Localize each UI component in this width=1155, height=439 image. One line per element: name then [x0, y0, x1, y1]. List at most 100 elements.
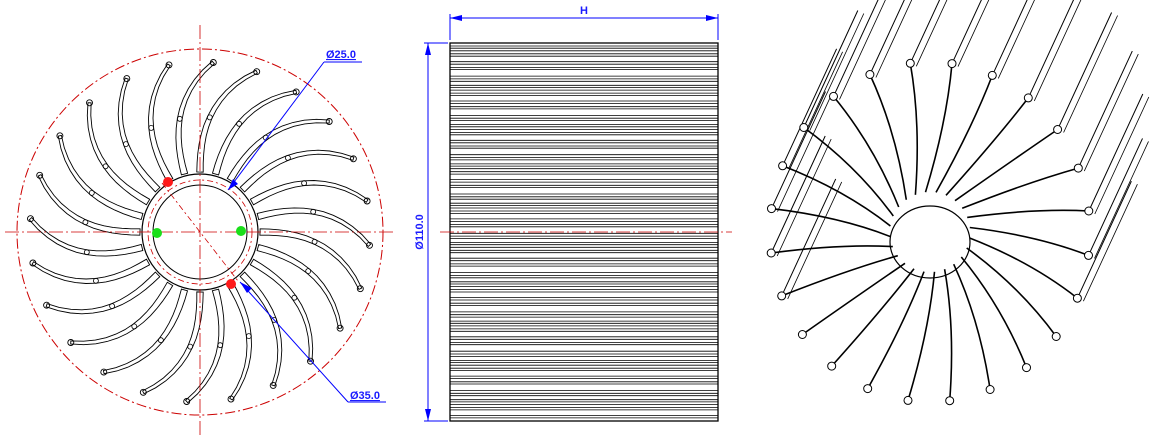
front-fin-tip [36, 171, 44, 179]
iso-fin-edge [1077, 50, 1133, 169]
iso-fin-edge [991, 0, 1028, 76]
front-fin-tip [253, 68, 261, 76]
dimension-diameter-110: Ø110.0 [414, 42, 448, 422]
iso-fin-edge [1027, 0, 1075, 99]
front-fin-hook [187, 343, 194, 350]
side-view: H Ø110.0 [414, 5, 732, 422]
iso-fin-tip [945, 396, 955, 406]
iso-fin-tip [865, 70, 875, 79]
front-fin [256, 207, 372, 248]
front-fin [226, 281, 252, 401]
front-fin-hook [148, 125, 155, 131]
iso-fin-front [961, 167, 1079, 210]
front-fin-hook [291, 294, 298, 301]
iso-fin-tip [1053, 125, 1063, 134]
iso-fin-tip [1084, 206, 1094, 216]
label-diameter-110: Ø110.0 [414, 214, 426, 249]
iso-fin-tip [799, 123, 809, 132]
front-fin-tip [363, 197, 371, 205]
iso-fin-edge [875, 0, 913, 78]
front-fin-tip [307, 357, 314, 365]
front-fin [57, 134, 144, 221]
iso-fin-front [966, 247, 1057, 337]
side-fin-lines [450, 45, 718, 419]
mount-hole-red-top [163, 177, 173, 187]
iso-fin-front [960, 256, 1028, 368]
iso-fins [766, 0, 1150, 406]
iso-fin-edge [1063, 15, 1118, 133]
front-fin [37, 174, 141, 236]
iso-fin-front [782, 165, 891, 227]
front-fin-hook [236, 120, 243, 127]
front-fin-tip [325, 118, 333, 125]
iso-fin-tip [987, 70, 997, 80]
mount-hole-red-bottom [226, 279, 236, 289]
front-fin [142, 291, 204, 395]
iso-fin-tip [1022, 363, 1031, 373]
iso-fin-front [771, 245, 893, 254]
iso-fin-tip [1051, 332, 1061, 341]
label-height: H [580, 5, 588, 17]
iso-fin-edge [1057, 12, 1113, 130]
front-fin [249, 180, 369, 206]
front-fin-hook [284, 154, 291, 161]
iso-fin-edge [770, 135, 826, 254]
iso-fin-edge [1083, 53, 1139, 172]
front-fin-hook [310, 208, 317, 215]
iso-fin-front [907, 271, 936, 401]
front-fin-tip [366, 241, 373, 249]
front-fin [102, 288, 189, 375]
front-fin-tip [123, 75, 131, 83]
mount-hole-green-right [236, 226, 246, 236]
iso-fin-edge [777, 94, 832, 212]
iso-fin-front [954, 128, 1059, 202]
front-fin-tip [27, 215, 34, 223]
front-fin [239, 149, 355, 193]
label-diameter-35: Ø35.0 [350, 390, 380, 402]
front-fin-hook [206, 114, 213, 121]
front-fin [259, 228, 363, 290]
iso-fin-front [969, 226, 1089, 257]
iso-fin-edge [1094, 141, 1149, 259]
front-fin-hook [109, 303, 115, 310]
front-fin [256, 243, 343, 330]
isometric-view [766, 0, 1150, 406]
iso-fin-tip [903, 395, 913, 405]
front-fin [45, 271, 161, 315]
front-fin [211, 89, 298, 176]
iso-fin-edge [782, 48, 838, 167]
front-fin [117, 77, 161, 193]
dimension-diameter-35: Ø35.0 [239, 281, 386, 403]
iso-fin-front [967, 209, 1089, 219]
front-fin [175, 60, 216, 176]
front-fin-hook [82, 219, 89, 226]
front-fin-tip [292, 88, 300, 96]
iso-hub [889, 205, 971, 279]
iso-fin-front [771, 207, 891, 238]
iso-fin-tip [905, 58, 915, 68]
iso-fin-front [831, 268, 915, 367]
iso-fin-tip [827, 361, 837, 371]
iso-fin-tip [767, 204, 776, 214]
front-fin [148, 63, 174, 183]
front-fin-hook [217, 342, 224, 349]
front-fin-tip [269, 381, 277, 389]
front-fin-hook [176, 115, 183, 122]
front-fin-tip [349, 155, 357, 163]
front-fin-tip [227, 395, 235, 403]
front-fin [239, 271, 283, 387]
front-fin-hook [131, 323, 138, 330]
front-fin-tip [336, 324, 344, 332]
iso-fin-tip [1073, 163, 1083, 173]
iso-fin-edge [951, 0, 982, 64]
iso-fin-edge [1094, 96, 1150, 215]
iso-fin-edge [787, 181, 843, 300]
iso-fin-edge [776, 138, 832, 257]
dimension-diameter-25: Ø25.0 [227, 49, 362, 191]
iso-fin-edge [997, 0, 1035, 79]
iso-fin-front [909, 63, 919, 195]
front-fin-hook [93, 277, 99, 284]
mount-hole-green-left [152, 228, 162, 238]
front-fin-hook [123, 141, 129, 148]
